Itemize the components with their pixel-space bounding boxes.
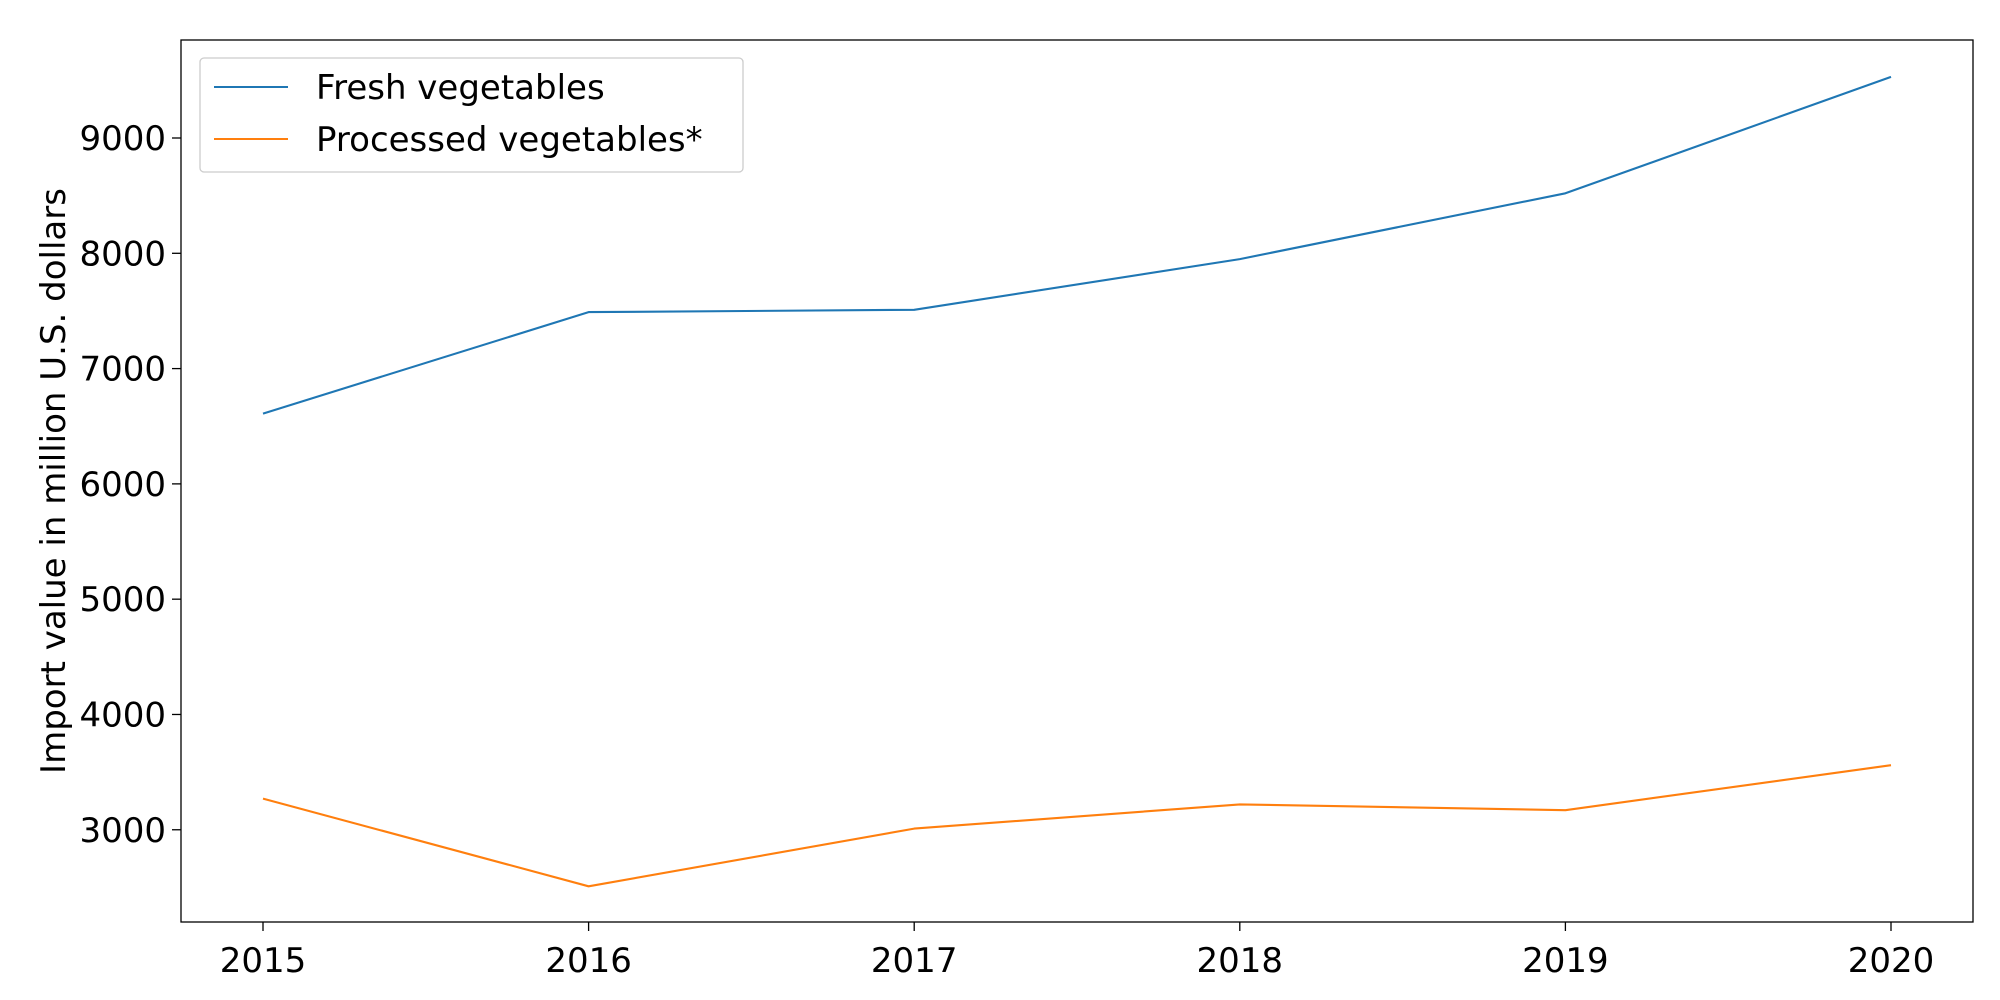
x-tick-label: 2020 [1848, 941, 1935, 981]
legend: Fresh vegetables Processed vegetables* [199, 57, 744, 173]
plot-area [180, 39, 1974, 923]
series-lines [262, 75, 1892, 888]
x-tick-label: 2018 [1197, 941, 1284, 981]
y-tick-label: 9000 [79, 119, 166, 159]
series-line-fresh-vegetables [262, 75, 1892, 415]
y-tick-label: 7000 [79, 350, 166, 390]
x-axis: 2015 2016 2017 2018 2019 2020 [220, 922, 1935, 981]
x-tick-label: 2017 [871, 941, 958, 981]
y-axis: 3000 4000 5000 6000 7000 8000 9000 [79, 119, 181, 851]
x-tick-label: 2016 [545, 941, 632, 981]
x-tick-label: 2015 [220, 941, 307, 981]
y-tick-label: 8000 [79, 234, 166, 274]
series-line-processed-vegetables [262, 764, 1892, 888]
y-tick-label: 5000 [79, 580, 166, 620]
y-axis-label: Import value in million U.S. dollars [34, 188, 74, 774]
legend-label: Fresh vegetables [316, 68, 605, 108]
legend-label: Processed vegetables* [316, 120, 703, 160]
x-tick-label: 2019 [1522, 941, 1609, 981]
legend-box [199, 57, 744, 173]
y-tick-label: 3000 [79, 811, 166, 851]
y-tick-label: 6000 [79, 465, 166, 505]
y-tick-label: 4000 [79, 695, 166, 735]
